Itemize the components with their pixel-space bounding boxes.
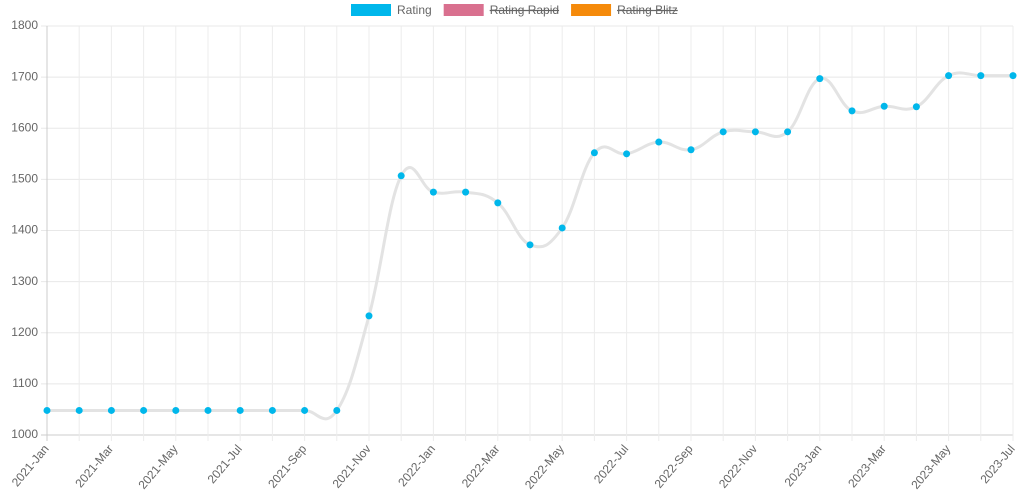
x-tick-label: 2023-May — [908, 442, 953, 492]
point — [429, 188, 437, 196]
x-tick-label: 2022-Sep — [652, 442, 696, 491]
point — [75, 406, 83, 414]
legend-swatch[interactable] — [443, 4, 484, 16]
legend-label[interactable]: Rating Rapid — [490, 3, 559, 17]
point — [880, 102, 888, 110]
point — [494, 199, 502, 207]
x-tick-label: 2021-Mar — [72, 442, 116, 490]
y-tick-label: 1600 — [11, 120, 38, 134]
point — [623, 150, 631, 158]
point — [655, 138, 663, 146]
line — [47, 71, 1013, 421]
y-tick-label: 1300 — [11, 274, 38, 288]
point — [590, 149, 598, 157]
x-tick-label: 2021-Jul — [205, 442, 245, 486]
point — [236, 406, 244, 414]
x-tick-label: 2022-Jan — [395, 442, 438, 489]
point — [268, 406, 276, 414]
x-tick-label: 2022-Jul — [591, 442, 631, 486]
point — [365, 312, 373, 320]
point — [204, 406, 212, 414]
point — [301, 406, 309, 414]
y-tick-label: 1100 — [12, 376, 38, 390]
y-tick-label: 1200 — [11, 325, 38, 339]
y-tick-label: 1700 — [11, 69, 38, 83]
x-tick-label: 2022-May — [522, 442, 567, 492]
point — [140, 406, 148, 414]
point — [848, 107, 856, 115]
legend-swatch[interactable] — [571, 4, 612, 16]
point — [751, 128, 759, 136]
point — [977, 72, 985, 80]
x-tick-label: 2023-Jan — [782, 442, 825, 489]
legend-label[interactable]: Rating Blitz — [617, 3, 678, 17]
point — [1009, 72, 1017, 80]
point — [462, 188, 470, 196]
y-tick-label: 1000 — [11, 427, 38, 441]
y-tick-label: 1400 — [11, 223, 38, 237]
point — [43, 406, 51, 414]
point — [397, 172, 405, 180]
legend-swatch[interactable] — [351, 4, 391, 16]
point — [912, 103, 920, 111]
point — [945, 72, 953, 80]
y-tick-label: 1800 — [11, 18, 38, 32]
x-tick-label: 2023-Jul — [977, 442, 1017, 486]
x-tick-label: 2022-Nov — [716, 442, 760, 491]
point — [784, 128, 792, 136]
point — [333, 406, 341, 414]
point — [558, 224, 566, 232]
x-tick-label: 2023-Mar — [845, 442, 889, 490]
x-tick-label: 2021-Sep — [265, 442, 309, 491]
point — [172, 406, 180, 414]
point — [526, 241, 534, 249]
x-tick-label: 2021-Jan — [9, 442, 52, 489]
y-tick-label: 1500 — [11, 172, 38, 186]
legend-label[interactable]: Rating — [397, 3, 432, 17]
x-tick-label: 2021-Nov — [330, 442, 374, 491]
point — [687, 146, 695, 154]
point — [816, 75, 824, 83]
x-tick-label: 2021-May — [135, 442, 180, 492]
point — [719, 128, 727, 136]
x-tick-label: 2022-Mar — [459, 442, 503, 490]
point — [107, 406, 115, 414]
